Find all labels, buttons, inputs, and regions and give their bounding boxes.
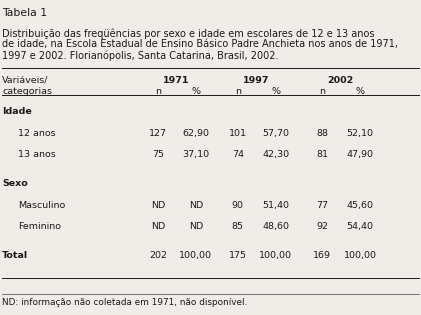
Text: 85: 85 (232, 222, 244, 231)
Text: categorias: categorias (2, 87, 52, 96)
Text: 37,10: 37,10 (182, 150, 209, 159)
Text: %: % (271, 87, 280, 96)
Text: 2002: 2002 (327, 76, 353, 85)
Text: Total: Total (2, 251, 28, 261)
Text: Tabela 1: Tabela 1 (2, 8, 47, 18)
Text: Sexo: Sexo (2, 179, 28, 188)
Text: 90: 90 (232, 201, 244, 210)
Text: 12 anos: 12 anos (18, 129, 56, 138)
Text: n: n (235, 87, 241, 96)
Text: 48,60: 48,60 (262, 222, 289, 231)
Text: %: % (355, 87, 365, 96)
Text: 51,40: 51,40 (262, 201, 289, 210)
Text: 77: 77 (316, 201, 328, 210)
Text: 92: 92 (316, 222, 328, 231)
Text: ND: informação não coletada em 1971, não disponível.: ND: informação não coletada em 1971, não… (2, 298, 248, 307)
Text: Idade: Idade (2, 107, 32, 116)
Text: 169: 169 (313, 251, 331, 261)
Text: 100,00: 100,00 (259, 251, 292, 261)
Text: 13 anos: 13 anos (18, 150, 56, 159)
Text: 100,00: 100,00 (179, 251, 212, 261)
Text: Distribuição das freqüências por sexo e idade em escolares de 12 e 13 anos: Distribuição das freqüências por sexo e … (2, 28, 375, 39)
Text: 1997: 1997 (243, 76, 269, 85)
Text: 88: 88 (316, 129, 328, 138)
Text: n: n (319, 87, 325, 96)
Text: 47,90: 47,90 (346, 150, 373, 159)
Text: 54,40: 54,40 (346, 222, 373, 231)
Text: 75: 75 (152, 150, 164, 159)
Text: 81: 81 (316, 150, 328, 159)
Text: 175: 175 (229, 251, 247, 261)
Text: 202: 202 (149, 251, 167, 261)
Text: de idade, na Escola Estadual de Ensino Básico Padre Anchieta nos anos de 1971,: de idade, na Escola Estadual de Ensino B… (2, 39, 398, 49)
Text: 42,30: 42,30 (262, 150, 289, 159)
Text: 1971: 1971 (163, 76, 189, 85)
Text: ND: ND (151, 222, 165, 231)
Text: Masculino: Masculino (18, 201, 65, 210)
Text: 100,00: 100,00 (344, 251, 376, 261)
Text: 74: 74 (232, 150, 244, 159)
Text: ND: ND (189, 201, 203, 210)
Text: ND: ND (189, 222, 203, 231)
Text: 101: 101 (229, 129, 247, 138)
Text: 52,10: 52,10 (346, 129, 373, 138)
Text: 62,90: 62,90 (182, 129, 209, 138)
Text: n: n (155, 87, 161, 96)
Text: ND: ND (151, 201, 165, 210)
Text: %: % (191, 87, 200, 96)
Text: Variáveis/: Variáveis/ (2, 76, 48, 85)
Text: 57,70: 57,70 (262, 129, 289, 138)
Text: Feminino: Feminino (18, 222, 61, 231)
Text: 127: 127 (149, 129, 167, 138)
Text: 45,60: 45,60 (346, 201, 373, 210)
Text: 1997 e 2002. Florianópolis, Santa Catarina, Brasil, 2002.: 1997 e 2002. Florianópolis, Santa Catari… (2, 50, 279, 61)
